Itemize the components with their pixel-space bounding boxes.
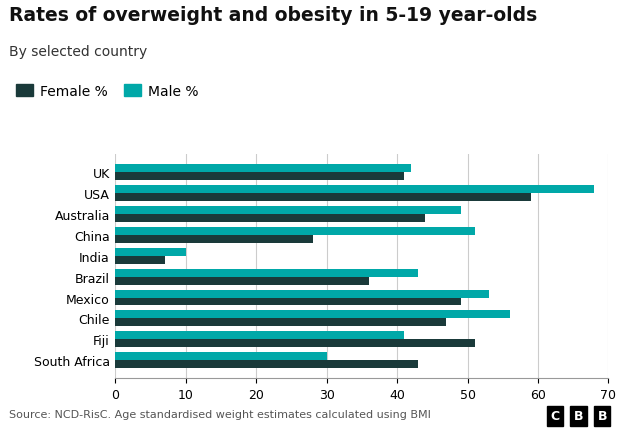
Bar	[115, 277, 369, 285]
Bar	[115, 227, 475, 235]
Text: B: B	[573, 409, 583, 422]
Bar	[115, 332, 404, 340]
Bar	[115, 215, 426, 222]
Text: Rates of overweight and obesity in 5-19 year-olds: Rates of overweight and obesity in 5-19 …	[9, 6, 538, 25]
Legend: Female %, Male %: Female %, Male %	[16, 84, 198, 98]
Bar	[115, 360, 418, 368]
Bar	[115, 353, 327, 360]
Bar	[115, 319, 446, 326]
Bar	[115, 311, 510, 319]
Bar	[115, 256, 165, 264]
Text: B: B	[597, 409, 607, 422]
Bar	[115, 173, 404, 181]
Bar	[115, 248, 186, 256]
Bar	[115, 165, 411, 173]
Text: By selected country: By selected country	[9, 45, 148, 59]
Bar	[115, 340, 475, 347]
Bar	[115, 269, 418, 277]
Bar	[115, 298, 461, 306]
Bar	[115, 290, 489, 298]
Bar	[115, 186, 594, 194]
Text: Source: NCD-RisC. Age standardised weight estimates calculated using BMI: Source: NCD-RisC. Age standardised weigh…	[9, 409, 431, 419]
Bar	[115, 207, 461, 215]
Bar	[115, 194, 531, 202]
Bar	[115, 235, 313, 243]
Text: C: C	[550, 409, 559, 422]
